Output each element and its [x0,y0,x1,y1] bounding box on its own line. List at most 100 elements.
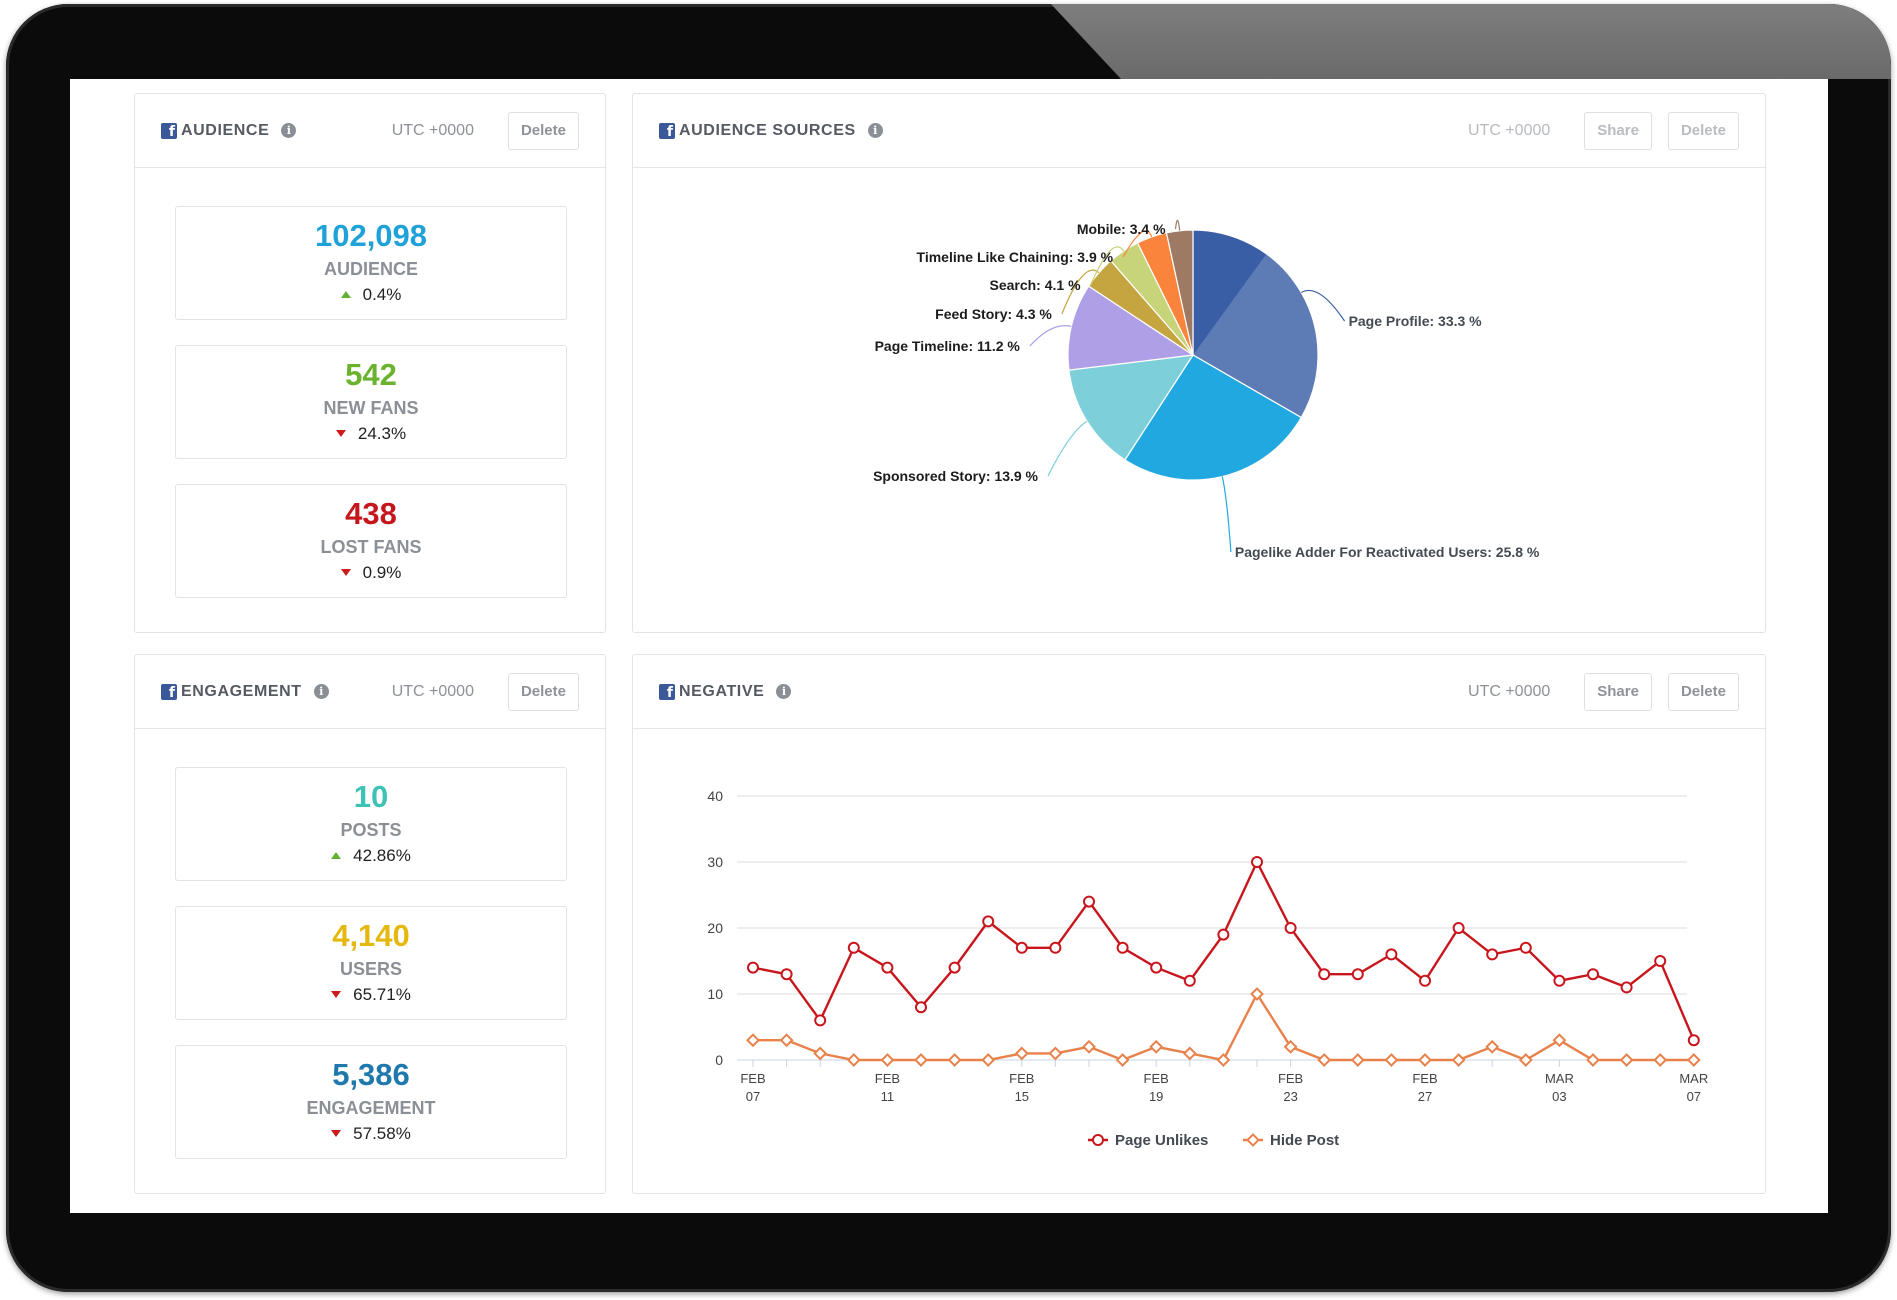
y-tick-label: 0 [715,1052,723,1068]
data-point-hide-post[interactable] [1485,1039,1500,1054]
data-point-page-unlikes[interactable] [1419,974,1431,987]
data-point-hide-post[interactable] [1418,1053,1432,1067]
legend-marker [1092,1134,1104,1146]
data-point-page-unlikes[interactable] [1217,928,1230,941]
stat-change: 0.9% [176,563,566,583]
delete-button[interactable]: Delete [1667,111,1739,150]
data-point-page-unlikes[interactable] [881,961,894,974]
data-point-hide-post[interactable] [947,1053,962,1067]
data-point-page-unlikes[interactable] [1620,981,1633,994]
data-point-page-unlikes[interactable] [915,1001,927,1014]
data-point-hide-post[interactable] [1250,987,1264,1001]
data-point-hide-post[interactable] [1350,1053,1365,1067]
panel-title: ENGAGEMENT [181,682,302,700]
data-point-page-unlikes[interactable] [814,1014,827,1027]
data-point-page-unlikes[interactable] [847,941,860,954]
stat-value: 438 [345,496,397,531]
data-point-page-unlikes[interactable] [982,915,995,928]
stat-change: 24.3% [176,424,566,444]
legend-item-hide-post[interactable]: Hide Post [1243,1132,1339,1149]
data-point-page-unlikes[interactable] [1116,941,1129,954]
data-point-hide-post[interactable] [1619,1053,1634,1067]
data-point-page-unlikes[interactable] [1486,948,1499,961]
data-point-hide-post[interactable] [1014,1046,1029,1061]
pie-label-connector [1300,289,1346,322]
data-point-hide-post[interactable] [1686,1053,1701,1067]
data-point-page-unlikes[interactable] [1251,856,1263,868]
pie-data-label: Mobile: 3.4 % [1077,221,1166,237]
data-point-page-unlikes[interactable] [1519,941,1532,954]
data-point-page-unlikes[interactable] [780,968,793,981]
data-point-hide-post[interactable] [1216,1053,1231,1067]
line-chart: 0 10 20 30 40 FEB 07 FEB 11 FEB 15 FEB 19 FEB 23 FEB 27 M… [707,788,1708,1149]
data-point-page-unlikes[interactable] [1553,974,1566,987]
data-point-hide-post[interactable] [981,1053,996,1067]
pie-slice-page-profile[interactable] [1192,229,1319,419]
delete-button[interactable]: Delete [507,111,579,150]
pie-data-label: Search: 4.1 % [989,277,1081,293]
data-point-page-unlikes[interactable] [1385,948,1398,961]
info-icon[interactable]: i [313,684,329,699]
data-point-hide-post[interactable] [813,1046,828,1061]
stat-value: 10 [353,779,389,814]
info-icon[interactable]: i [281,123,297,138]
pie-label-connector [1029,325,1072,347]
trend-up-icon [331,852,342,859]
data-point-hide-post[interactable] [746,1033,760,1048]
data-point-hide-post[interactable] [1149,1039,1164,1054]
data-point-hide-post[interactable] [846,1053,861,1067]
share-button[interactable]: Share [1584,111,1652,150]
data-point-page-unlikes[interactable] [747,961,759,974]
data-point-hide-post[interactable] [1182,1046,1197,1061]
stat-change: 0.4% [176,285,566,305]
data-point-page-unlikes[interactable] [1015,941,1028,954]
data-point-hide-post[interactable] [1317,1053,1332,1067]
stat-label: USERS [339,959,402,979]
delete-button[interactable]: Delete [507,672,579,711]
trend-down-icon [335,430,346,437]
pie-slice-pagelike-adder-for-reactivated-users[interactable] [1124,354,1303,481]
x-tick-label-month: FEB [875,1071,900,1086]
x-tick-label-month: FEB [1278,1071,1303,1086]
data-point-hide-post[interactable] [1283,1039,1298,1054]
x-tick-label-day: 19 [1149,1089,1163,1104]
info-icon[interactable]: i [776,684,792,699]
info-icon[interactable]: i [867,123,883,138]
data-point-hide-post[interactable] [1653,1053,1668,1067]
stat-change: 57.58% [176,1124,566,1144]
data-point-page-unlikes[interactable] [1351,968,1364,981]
stat-card-users: 4,140 USERS 65.71% [175,906,567,1020]
data-point-hide-post[interactable] [779,1033,794,1048]
data-point-hide-post[interactable] [1518,1053,1533,1067]
data-point-page-unlikes[interactable] [1687,1034,1700,1047]
data-point-hide-post[interactable] [1451,1053,1466,1067]
data-point-page-unlikes[interactable] [1150,961,1163,974]
delete-button[interactable]: Delete [1667,672,1739,711]
data-point-hide-post[interactable] [1082,1039,1096,1054]
data-point-hide-post[interactable] [914,1053,928,1067]
pie-label-connector [1047,420,1088,477]
data-point-page-unlikes[interactable] [1587,968,1599,981]
data-point-page-unlikes[interactable] [1318,968,1331,981]
legend-item-page-unlikes[interactable]: Page Unlikes [1088,1132,1208,1149]
data-point-hide-post[interactable] [1586,1053,1600,1067]
data-point-hide-post[interactable] [1552,1033,1567,1048]
data-point-page-unlikes[interactable] [1083,895,1095,908]
data-point-page-unlikes[interactable] [1452,922,1465,934]
pie-slice-sponsored-story[interactable] [1068,354,1195,461]
share-button[interactable]: Share [1584,672,1652,711]
pie-slice-mobile[interactable] [1165,229,1194,356]
data-point-hide-post[interactable] [1384,1053,1399,1067]
data-point-page-unlikes[interactable] [1654,955,1667,967]
data-point-hide-post[interactable] [1048,1046,1063,1061]
series-line-hide-post [753,991,1694,1062]
data-point-hide-post[interactable] [880,1053,895,1067]
stat-value: 102,098 [314,218,428,253]
data-point-hide-post[interactable] [1115,1053,1130,1067]
data-point-page-unlikes[interactable] [1284,922,1297,934]
data-point-page-unlikes[interactable] [1049,941,1062,954]
stat-label: LOST FANS [320,537,422,557]
data-point-page-unlikes[interactable] [948,961,961,974]
data-point-page-unlikes[interactable] [1183,974,1196,987]
x-tick-label-month: FEB [1009,1071,1034,1086]
